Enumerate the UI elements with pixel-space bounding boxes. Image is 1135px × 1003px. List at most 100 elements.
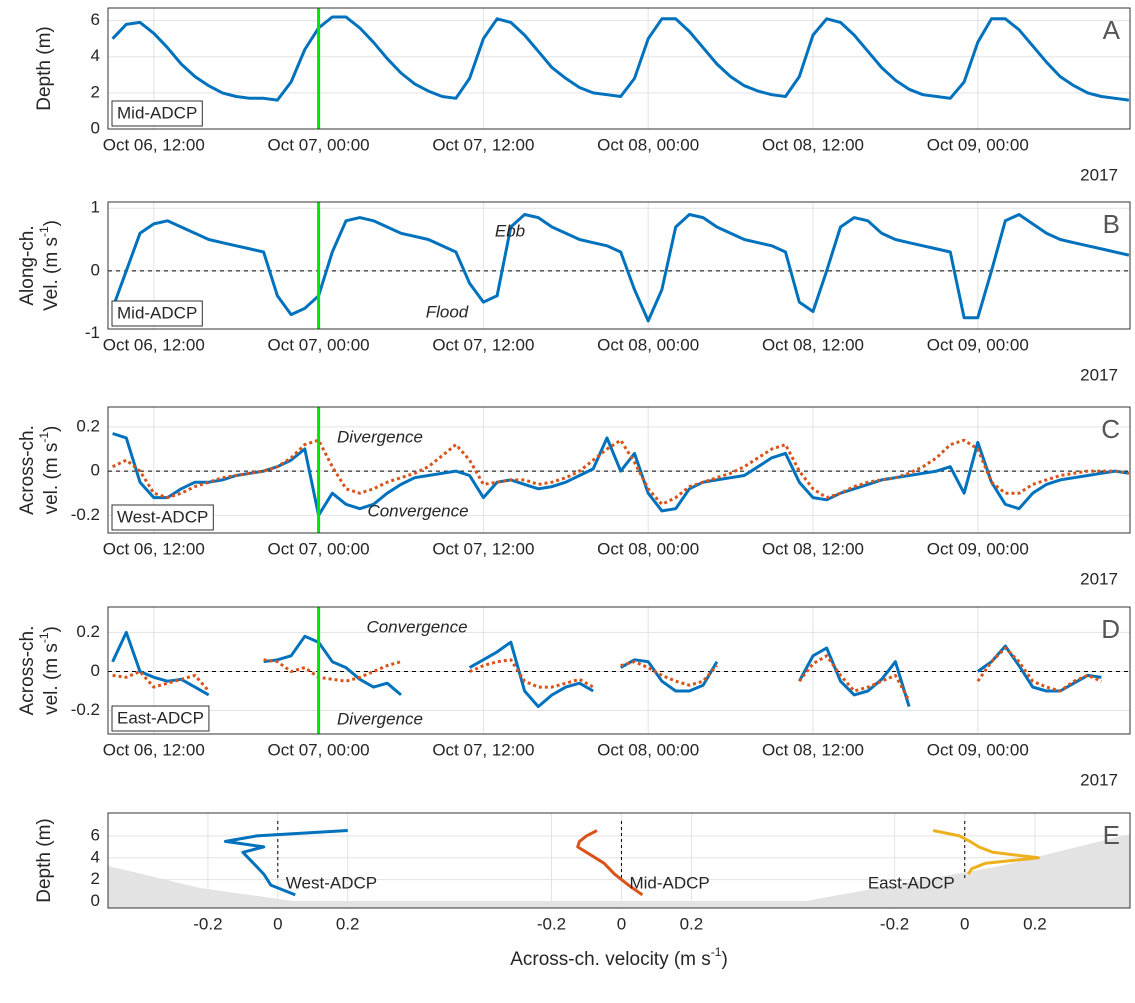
profile-line: [223, 829, 348, 897]
x-tick-label: Oct 06, 12:00: [103, 335, 205, 354]
x-tick-label: -0.2: [880, 914, 909, 933]
label-part: ): [721, 949, 727, 970]
profile-line: [932, 829, 1040, 875]
label-part: ): [41, 220, 62, 226]
x-tick-label: Oct 09, 00:00: [927, 740, 1029, 759]
station-label: Mid-ADCP: [117, 303, 197, 322]
x-tick-label: Oct 08, 12:00: [762, 135, 864, 154]
label-part: Vel. (m s: [41, 237, 62, 311]
series-line: [263, 658, 402, 683]
station-label: East-ADCP: [868, 873, 955, 892]
station-box: [111, 705, 210, 732]
x-tick-label: Oct 07, 12:00: [432, 740, 534, 759]
axis-label: Along-ch. Vel. (m s-1): [17, 220, 62, 311]
x-tick-label: Oct 08, 00:00: [597, 335, 699, 354]
panel-label: D: [1101, 614, 1120, 644]
label-part: Along-ch.: [17, 225, 38, 305]
station-box: [111, 504, 214, 531]
axis-label: Across-ch. velocity (m s-1): [510, 945, 728, 970]
x-tick-label: Oct 07, 00:00: [268, 335, 370, 354]
series-line: [468, 640, 594, 709]
x-tick-label: 0.2: [1023, 914, 1047, 933]
label-part: vel. (m s: [41, 443, 62, 515]
x-tick-label: -0.2: [537, 914, 566, 933]
x-tick-label: Oct 07, 00:00: [268, 740, 370, 759]
x-tick-label: Oct 06, 12:00: [103, 539, 205, 558]
label-part: ): [41, 426, 62, 432]
y-tick-label: 0: [91, 461, 100, 480]
series-line: [111, 630, 210, 697]
x-year-label: 2017: [1080, 165, 1118, 184]
y-tick-label: 4: [91, 847, 100, 866]
x-tick-label: Oct 06, 12:00: [103, 135, 205, 154]
y-tick-label: 0: [91, 891, 100, 910]
x-tick-label: Oct 08, 12:00: [762, 335, 864, 354]
annotation: Flood: [426, 302, 469, 321]
x-tick-label: Oct 07, 12:00: [432, 135, 534, 154]
series-line: [111, 15, 1130, 102]
channel-bed: [108, 834, 1130, 908]
x-tick-label: 0.2: [680, 914, 704, 933]
label-part: -1: [711, 945, 722, 959]
series-line: [263, 634, 402, 697]
plot-frame: [107, 201, 1131, 330]
x-tick-label: Oct 07, 12:00: [432, 539, 534, 558]
series-line: [620, 660, 719, 687]
y-tick-label: -0.2: [71, 700, 100, 719]
x-tick-label: Oct 09, 00:00: [927, 539, 1029, 558]
x-year-label: 2017: [1080, 569, 1118, 588]
series-line: [111, 213, 1130, 323]
plot-frame: [107, 7, 1131, 130]
y-tick-label: 4: [91, 46, 100, 65]
series-line: [797, 646, 911, 708]
station-label: West-ADCP: [117, 507, 208, 526]
y-tick-label: 0: [91, 260, 100, 279]
x-tick-label: -0.2: [193, 914, 222, 933]
annotation: Ebb: [495, 221, 525, 240]
y-tick-label: 6: [91, 10, 100, 29]
label-part: Depth (m): [34, 26, 55, 110]
station-label: East-ADCP: [117, 708, 204, 727]
x-tick-label: Oct 09, 00:00: [927, 335, 1029, 354]
annotation: Divergence: [337, 427, 423, 446]
plot-frame: [107, 812, 1131, 909]
x-year-label: 2017: [1080, 770, 1118, 789]
panel-label: C: [1101, 414, 1120, 444]
series-line: [112, 432, 1130, 517]
series-line: [976, 646, 1102, 693]
x-tick-label: 0: [617, 914, 626, 933]
panel-label: A: [1103, 15, 1121, 45]
label-part: Across-ch.: [17, 425, 38, 515]
x-tick-label: 0: [960, 914, 969, 933]
annotation: Divergence: [337, 709, 423, 728]
series-line: [469, 658, 594, 689]
series-line: [112, 670, 210, 692]
label-part: -1: [37, 226, 51, 237]
station-label: West-ADCP: [286, 873, 377, 892]
label-part: ): [41, 626, 62, 632]
y-tick-label: -1: [85, 323, 100, 342]
y-tick-label: 2: [91, 869, 100, 888]
series-line: [619, 658, 719, 693]
label-part: -1: [37, 432, 51, 443]
x-tick-label: Oct 07, 12:00: [432, 335, 534, 354]
x-tick-label: Oct 06, 12:00: [103, 740, 205, 759]
station-label: Mid-ADCP: [117, 103, 197, 122]
label-part: Across-ch.: [17, 626, 38, 716]
x-tick-label: Oct 08, 12:00: [762, 740, 864, 759]
series-line: [111, 438, 1130, 506]
x-tick-label: Oct 08, 00:00: [597, 740, 699, 759]
y-tick-label: 6: [91, 825, 100, 844]
y-tick-label: 0.2: [76, 622, 100, 641]
plot-frame: [107, 406, 1131, 534]
y-tick-label: 0.2: [76, 416, 100, 435]
label-part: -1: [37, 632, 51, 643]
x-tick-label: Oct 08, 00:00: [597, 135, 699, 154]
annotation: Convergence: [366, 617, 467, 636]
series-line: [976, 644, 1102, 693]
station-box: [111, 300, 203, 327]
y-tick-label: 0: [91, 118, 100, 137]
axis-label: Across-ch. vel. (m s-1): [17, 425, 62, 515]
x-tick-label: 0: [273, 914, 282, 933]
